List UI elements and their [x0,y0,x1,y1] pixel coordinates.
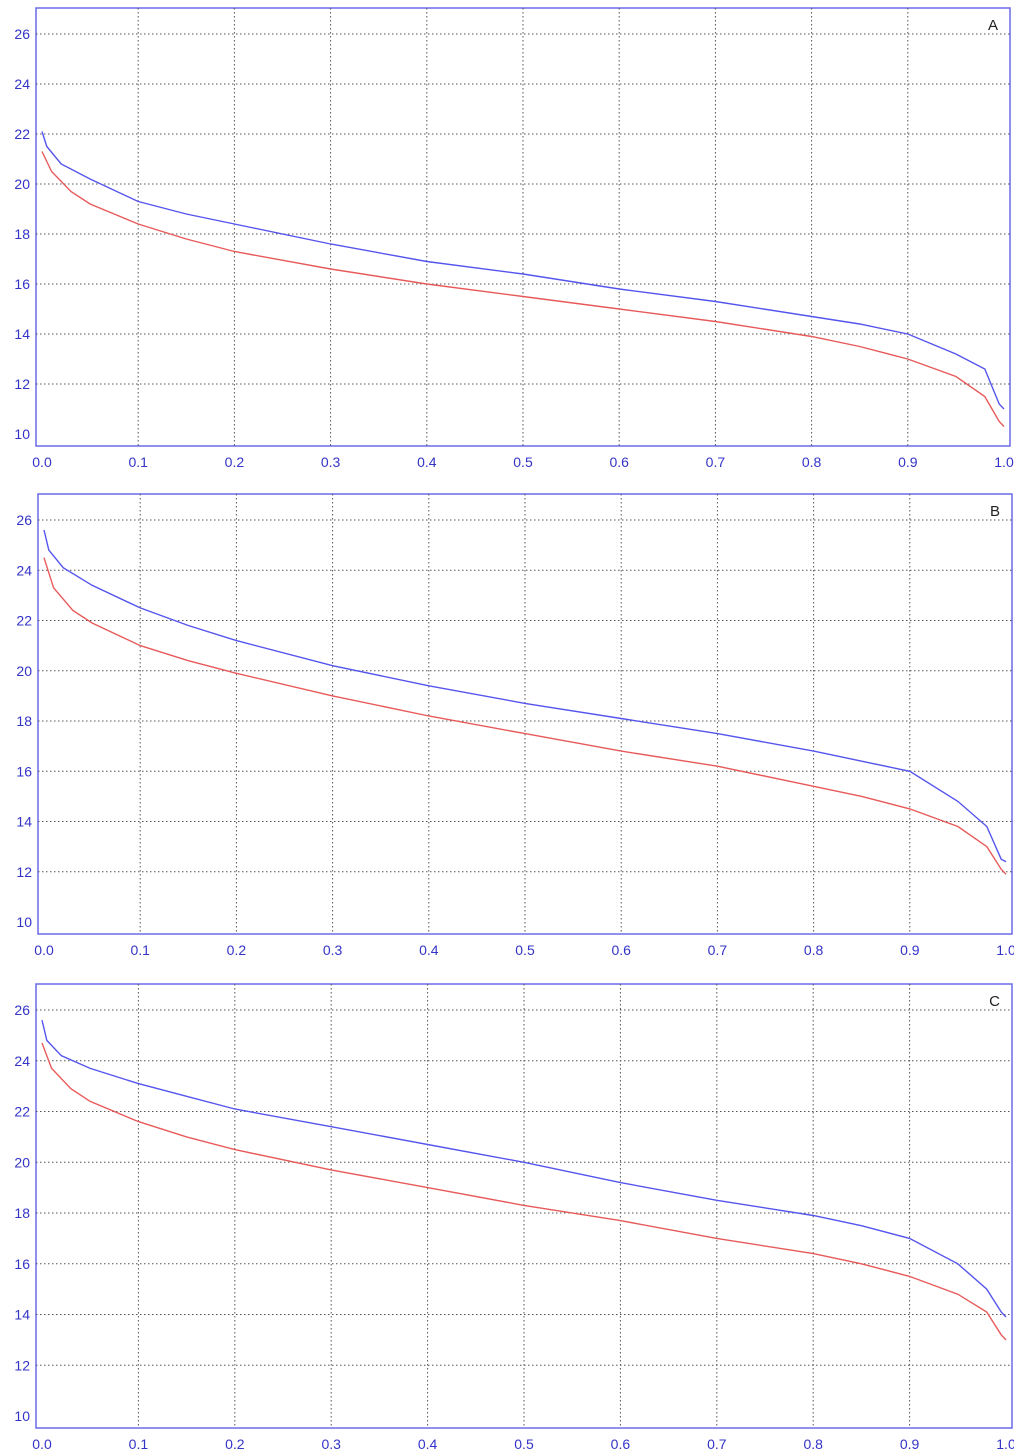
series-line-blue [41,1019,1007,1318]
x-tick-label: 0.0 [32,1436,52,1452]
x-tick-label: 0.1 [130,942,150,958]
x-tick-label: 0.8 [804,942,824,958]
y-tick-label: 22 [14,1104,30,1120]
x-tick-label: 1.0 [996,942,1014,958]
series-line-red [41,151,1005,427]
y-tick-label: 10 [16,914,32,930]
x-tick-label: 0.0 [34,942,54,958]
y-tick-label: 12 [14,1357,30,1373]
x-tick-label: 0.4 [419,942,439,958]
x-tick-label: 0.9 [900,942,920,958]
y-tick-label: 20 [16,663,32,679]
panel-label: B [990,503,1000,520]
x-tick-label: 0.2 [225,1436,245,1452]
y-tick-label: 26 [14,26,30,42]
x-tick-label: 0.8 [803,1436,823,1452]
y-tick-label: 24 [16,562,32,578]
y-tick-label: 26 [14,1002,30,1018]
y-tick-label: 22 [14,126,30,142]
y-tick-label: 14 [14,1307,30,1323]
x-tick-label: 0.1 [129,1436,149,1452]
x-tick-label: 1.0 [996,1436,1014,1452]
y-tick-label: 24 [14,1053,30,1069]
x-tick-label: 0.9 [898,454,918,470]
x-tick-label: 0.7 [708,942,728,958]
y-tick-label: 18 [14,226,30,242]
x-tick-label: 0.6 [609,454,629,470]
y-tick-label: 20 [14,176,30,192]
x-tick-label: 0.7 [707,1436,727,1452]
x-tick-label: 0.9 [900,1436,920,1452]
chart-panel-c: 0.0 0.1 0.2 0.3 0.4 0.5 0.6 0.7 0.8 0.9 1.0 10 12 14 1… [0,978,1014,1452]
y-tick-label: 18 [14,1205,30,1221]
x-tick-label: 0.8 [802,454,822,470]
series-line-red [43,557,1007,875]
y-tick-label: 16 [14,276,30,292]
x-tick-label: 0.5 [513,454,533,470]
x-tick-label: 0.2 [225,454,245,470]
y-tick-label: 26 [16,512,32,528]
panel-label: C [989,993,1000,1010]
x-tick-label: 0.3 [321,454,341,470]
x-tick-label: 0.3 [321,1436,341,1452]
x-tick-label: 0.0 [32,454,52,470]
x-tick-label: 0.6 [611,942,631,958]
chart-svg: 0.0 0.1 0.2 0.3 0.4 0.5 0.6 0.7 0.8 0.9 1.0 10 12 14 1… [14,983,1014,1452]
y-tick-label: 14 [16,814,32,830]
y-tick-label: 16 [16,763,32,779]
series-line-red [41,1042,1007,1341]
x-tick-label: 0.2 [227,942,247,958]
x-tick-label: 0.4 [418,1436,438,1452]
y-tick-label: 10 [14,426,30,442]
x-tick-label: 0.1 [128,454,148,470]
y-tick-label: 12 [14,376,30,392]
chart-svg: 0.0 0.1 0.2 0.3 0.4 0.5 0.6 0.7 0.8 0.9 1.0 10 12 14 1… [16,493,1014,958]
y-tick-label: 16 [14,1256,30,1272]
x-tick-label: 0.4 [417,454,437,470]
x-tick-label: 0.6 [611,1436,631,1452]
chart-panel-b: 0.0 0.1 0.2 0.3 0.4 0.5 0.6 0.7 0.8 0.9 1.0 10 12 14 1… [0,488,1014,962]
series-line-blue [41,131,1005,410]
x-tick-label: 1.0 [994,454,1014,470]
y-tick-label: 18 [16,713,32,729]
y-tick-label: 12 [16,864,32,880]
y-tick-label: 22 [16,613,32,629]
x-tick-label: 0.5 [515,942,535,958]
y-tick-label: 14 [14,326,30,342]
series-line-blue [43,529,1007,863]
x-tick-label: 0.7 [706,454,726,470]
y-tick-label: 24 [14,76,30,92]
panel-label: A [988,17,998,34]
x-tick-label: 0.3 [323,942,343,958]
y-tick-label: 20 [14,1154,30,1170]
y-tick-label: 10 [14,1408,30,1424]
chart-svg: 0.0 0.1 0.2 0.3 0.4 0.5 0.6 0.7 0.8 0.9 1.0 10 12 14 1… [14,7,1014,470]
x-tick-label: 0.5 [514,1436,534,1452]
chart-panel-a: 0.0 0.1 0.2 0.3 0.4 0.5 0.6 0.7 0.8 0.9 1.0 10 12 14 1… [0,0,1014,472]
